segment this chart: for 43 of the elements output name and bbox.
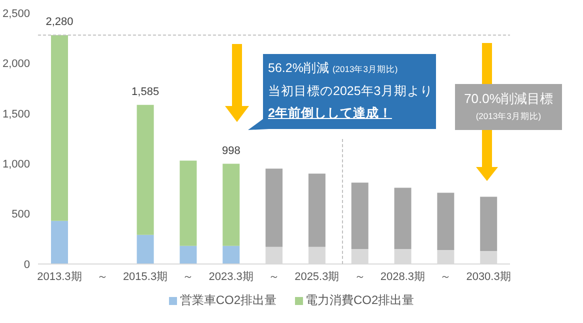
annotation: 56.2%削減 <box>268 61 330 75</box>
bar <box>136 104 154 235</box>
annotation: 2年前倒しして達成！ <box>268 105 393 122</box>
bar <box>180 160 197 246</box>
legend-label: 営業車CO2排出量 <box>180 292 276 309</box>
bar <box>480 196 498 251</box>
legend-label: 電力消費CO2排出量 <box>306 292 414 309</box>
bar <box>437 192 454 250</box>
bar <box>266 168 283 247</box>
bar <box>351 182 368 249</box>
total-label: 998 <box>222 144 240 157</box>
bar <box>180 246 197 264</box>
y-tick-label: 500 <box>12 208 30 221</box>
x-tick-label: ～ <box>182 270 194 283</box>
x-tick-label: 2015.3期 <box>122 270 168 283</box>
y-tick-label: 1,000 <box>2 158 30 171</box>
bar <box>394 188 412 249</box>
x-tick-label: 2028.3期 <box>380 270 426 283</box>
x-tick-label: 2013.3期 <box>37 270 82 283</box>
y-tick-label: 2,000 <box>2 58 30 70</box>
note-box: 70.0%削減目標 (2013年3月期比) <box>455 84 562 130</box>
y-tick-label: 2,500 <box>2 8 30 20</box>
bar <box>222 246 240 264</box>
annotation: (2013年3月期比) <box>474 111 542 123</box>
annotation: 当初目標の2025年3月期より <box>268 83 433 100</box>
x-tick-label: 2023.3期 <box>208 270 254 283</box>
y-tick-label: 0 <box>24 258 30 271</box>
bar <box>222 164 240 246</box>
y-tick-label: 1,500 <box>2 108 30 120</box>
annotation: 70.0%削減目標 <box>463 90 554 108</box>
total-label: 2,280 <box>46 16 74 28</box>
bar <box>51 35 68 221</box>
x-tick-label: ～ <box>96 270 108 283</box>
bar <box>136 234 154 264</box>
x-tick-label: 2030.3期 <box>466 270 511 283</box>
x-tick-label: ～ <box>268 270 280 283</box>
bar <box>308 174 326 247</box>
x-tick-label: 2025.3期 <box>294 270 340 283</box>
x-tick-label: ～ <box>354 270 366 283</box>
annotation: (2013年3月期比) <box>332 64 398 74</box>
total-label: 1,585 <box>132 86 160 98</box>
bar <box>51 220 68 264</box>
x-tick-label: ～ <box>440 270 452 283</box>
